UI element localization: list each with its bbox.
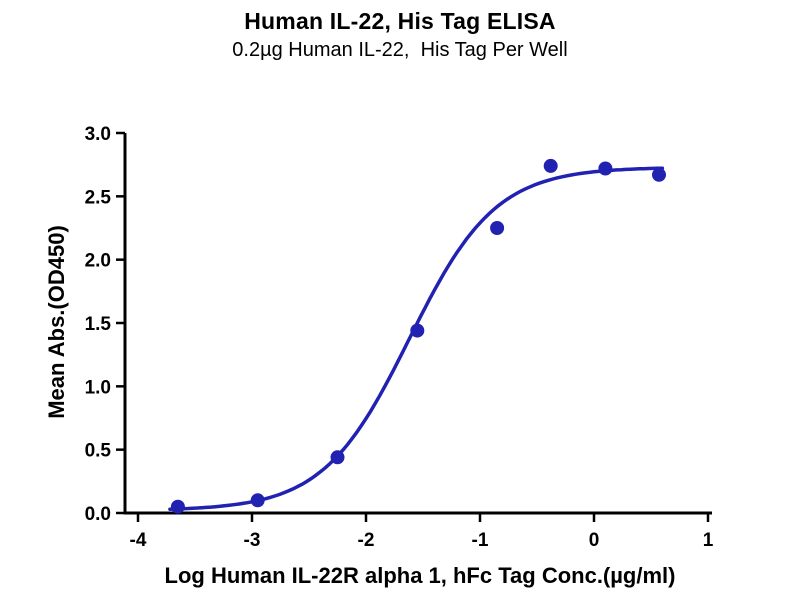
x-axis-label: Log Human IL-22R alpha 1, hFc Tag Conc.(… <box>164 563 676 588</box>
y-axis-label: Mean Abs.(OD450) <box>44 225 69 419</box>
y-tick-label: 2.5 <box>85 187 112 208</box>
data-point <box>652 167 666 182</box>
y-tick-label: 0.5 <box>85 441 112 462</box>
y-tick-label: 2.0 <box>85 251 111 272</box>
fit-curve <box>168 166 665 511</box>
y-tick-label: 0.0 <box>85 504 111 525</box>
x-tick-label: 0 <box>589 530 600 551</box>
data-point <box>490 221 505 235</box>
y-tick-label: 1.0 <box>85 377 111 398</box>
data-point <box>170 499 185 514</box>
chart-subtitle: 0.2µg Human IL-22, His Tag Per Well <box>232 39 568 61</box>
data-point <box>330 450 345 465</box>
x-tick-label: -1 <box>472 530 489 551</box>
x-tick-label: 1 <box>703 530 714 551</box>
chart-title: Human IL-22, His Tag ELISA <box>244 8 556 34</box>
y-tick-label: 3.0 <box>85 124 111 145</box>
x-tick-label: -3 <box>244 530 261 551</box>
data-point <box>543 158 558 173</box>
x-tick-label: -4 <box>130 530 147 551</box>
data-point <box>598 161 613 176</box>
y-tick-label: 1.5 <box>85 314 112 335</box>
data-point <box>410 323 425 338</box>
x-tick-label: -2 <box>358 530 375 551</box>
data-point <box>250 493 265 508</box>
